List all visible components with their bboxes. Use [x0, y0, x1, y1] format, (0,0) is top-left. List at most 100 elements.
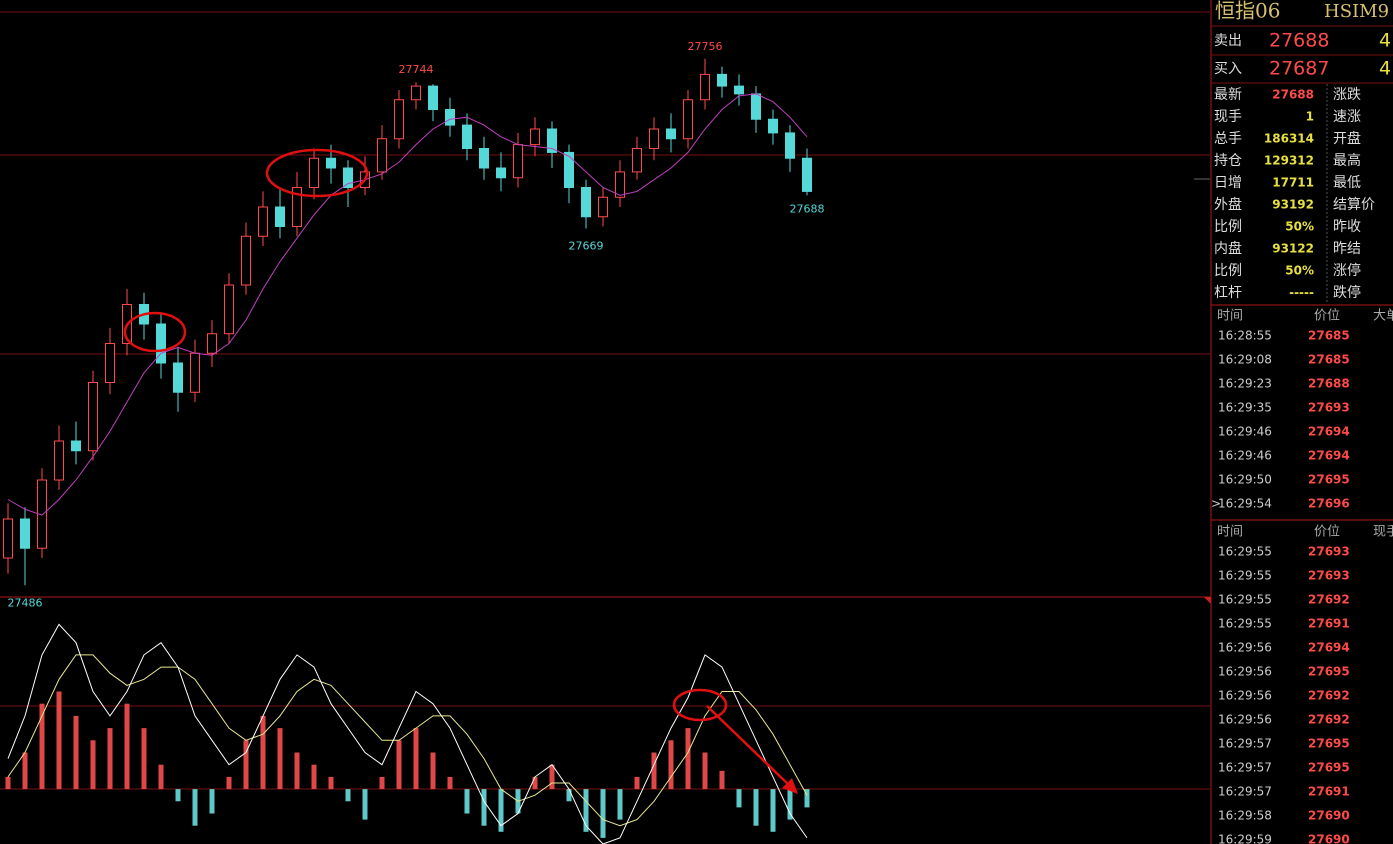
tick-price: 27688 [1308, 377, 1350, 391]
candle-body [88, 382, 98, 452]
macd-bar [328, 776, 334, 790]
candle-body [479, 148, 489, 169]
macd-bar [787, 789, 793, 820]
quote-value: 1 [1306, 110, 1314, 124]
candle-body [649, 128, 659, 149]
candle-body [241, 235, 251, 286]
extreme-label: 27744 [399, 63, 434, 76]
candle-body [105, 343, 115, 383]
quote-label: 比例 [1214, 219, 1242, 235]
book-volume: 4 [1379, 58, 1391, 80]
macd-bar [260, 715, 266, 790]
macd-bar [566, 789, 572, 802]
tick-time: 16:29:46 [1218, 425, 1272, 439]
tick-price: 27692 [1308, 713, 1350, 727]
tick-time: 16:29:55 [1218, 569, 1272, 583]
tick-price: 27694 [1308, 641, 1350, 655]
candle-body [530, 128, 540, 146]
tick-time: 16:29:57 [1218, 785, 1272, 799]
book-label: 卖出 [1214, 33, 1242, 49]
quote-label: 结算价 [1333, 197, 1375, 213]
macd-bar [651, 752, 657, 790]
candle-body [802, 157, 812, 192]
quote-value: 50% [1285, 264, 1314, 278]
extreme-label: 27688 [790, 202, 825, 215]
tick-time: 16:29:56 [1218, 641, 1272, 655]
tick-price: 27695 [1308, 473, 1350, 487]
candle-body [377, 138, 387, 173]
macd-bar [413, 728, 419, 790]
tick-price: 27692 [1308, 593, 1350, 607]
candle-body [411, 85, 421, 101]
macd-bar [396, 740, 402, 790]
candle-body [3, 518, 13, 559]
candle-body [309, 157, 319, 188]
tick-time: 16:29:59 [1218, 833, 1272, 844]
macd-bar [600, 789, 606, 838]
candle-body [581, 187, 591, 218]
quote-value: 186314 [1264, 132, 1314, 146]
macd-bar [311, 764, 317, 790]
candle-body [394, 99, 404, 140]
tick-price: 27693 [1308, 545, 1350, 559]
tick-price: 27685 [1308, 329, 1350, 343]
instrument-code: HSIM9 [1324, 1, 1389, 22]
quote-label: 涨停 [1333, 262, 1361, 279]
candle-body [615, 171, 625, 198]
macd-bar [753, 789, 759, 826]
tick-time: 16:29:55 [1218, 593, 1272, 607]
macd-bar [22, 752, 28, 790]
tick-price: 27693 [1308, 569, 1350, 583]
macd-bar [192, 789, 198, 826]
tick-time: 16:29:57 [1218, 737, 1272, 751]
macd-bar [379, 776, 385, 790]
macd-bar [124, 703, 130, 790]
instrument-name: 恒指06 [1215, 0, 1280, 23]
candle-body [734, 85, 744, 95]
tick-price: 27690 [1308, 833, 1350, 844]
quote-label: 涨跌 [1333, 87, 1361, 103]
quote-label: 日增 [1214, 175, 1242, 191]
macd-bar [668, 740, 674, 790]
quote-label: 昨结 [1333, 241, 1361, 257]
quote-label: 昨收 [1333, 219, 1361, 235]
book-volume: 4 [1379, 30, 1391, 52]
tick-time: 16:29:55 [1218, 617, 1272, 631]
candle-body [326, 157, 336, 169]
quote-value: 27688 [1272, 88, 1314, 102]
book-price: 27688 [1269, 30, 1329, 52]
candle-body [224, 284, 234, 335]
annotation-arrow [706, 705, 791, 787]
tick-time: 16:29:56 [1218, 689, 1272, 703]
tick-time: 16:29:50 [1218, 473, 1272, 487]
tick-price: 27696 [1308, 497, 1350, 511]
quote-label: 杠杆 [1214, 285, 1242, 301]
quote-label: 最低 [1333, 175, 1361, 191]
macd-bar [362, 789, 368, 820]
macd-bar [583, 789, 589, 832]
candle-body [598, 196, 608, 218]
annotation-circle [265, 148, 369, 198]
quote-label: 内盘 [1214, 240, 1242, 257]
macd-bar [702, 752, 708, 790]
macd-bar [532, 776, 538, 790]
candle-body [258, 206, 268, 237]
candle-body [173, 362, 183, 393]
cursor-marker: > [1211, 497, 1221, 511]
arrow-head [782, 778, 798, 794]
candle-body [190, 352, 200, 393]
candle-body [445, 109, 455, 126]
chart-area [3, 58, 812, 844]
quote-label: 现手 [1214, 109, 1242, 125]
candle-body [496, 167, 506, 179]
tick-price: 27692 [1308, 689, 1350, 703]
annotation-circle [123, 311, 187, 353]
marker [1204, 597, 1211, 604]
tick-price: 27695 [1308, 737, 1350, 751]
quote-label: 比例 [1214, 263, 1242, 279]
macd-bar [107, 728, 113, 790]
tick-time: 16:29:56 [1218, 713, 1272, 727]
macd-bar [158, 764, 164, 790]
